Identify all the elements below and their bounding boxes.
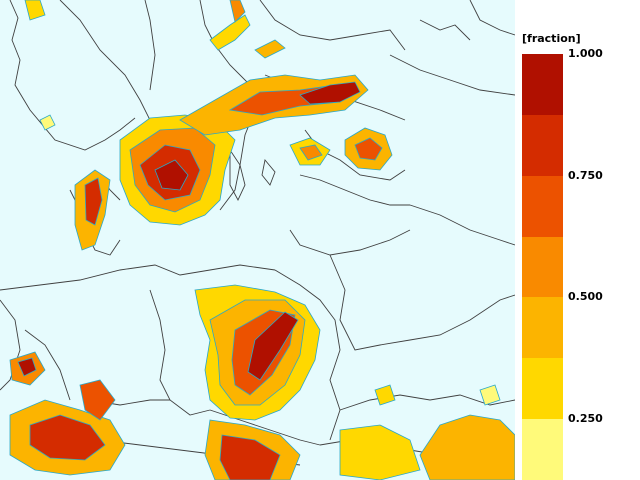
colorbar-legend: [fraction] 1.000 0.750 0.500 0.250 <box>515 0 640 480</box>
map-canvas <box>0 0 515 480</box>
colorbar-bin <box>522 297 563 359</box>
colorbar-tick-label: 0.250 <box>568 412 603 426</box>
colorbar-tick-label: 0.500 <box>568 290 603 304</box>
colorbar-bin <box>522 358 563 420</box>
legend-unit-label: [fraction] <box>522 32 581 45</box>
colorbar-tick-label: 1.000 <box>568 47 603 60</box>
fraction-field <box>9 0 515 480</box>
colorbar-bin <box>522 54 563 115</box>
fraction-field-map <box>0 0 515 480</box>
colorbar-tick-label: 0.750 <box>568 168 603 182</box>
colorbar-bin <box>522 236 563 298</box>
colorbar-bin <box>522 419 563 480</box>
colorbar <box>522 54 563 480</box>
colorbar-bin <box>522 175 563 237</box>
colorbar-bin <box>522 114 563 176</box>
